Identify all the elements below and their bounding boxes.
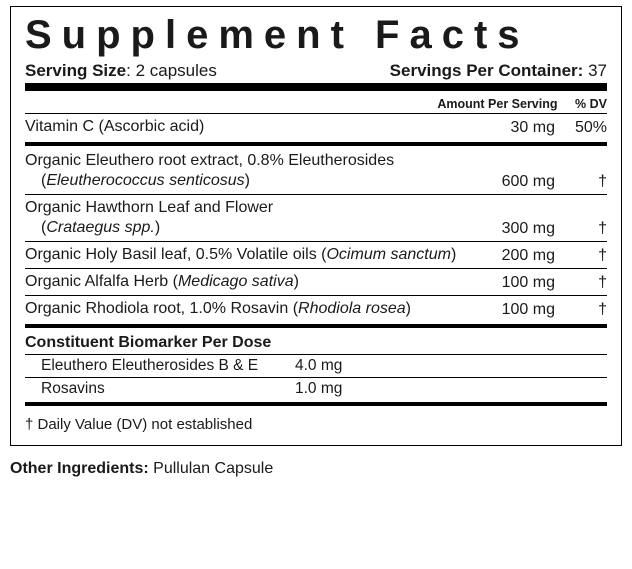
ingredient-dv: † <box>555 173 607 191</box>
serving-size-label: Serving Size <box>25 61 126 80</box>
herbs-list: Organic Eleuthero root extract, 0.8% Ele… <box>25 148 607 322</box>
col-dv: % DV <box>561 97 607 111</box>
serving-size: Serving Size: 2 capsules <box>25 61 217 81</box>
vitamin-row: Vitamin C (Ascorbic acid) 30 mg 50% <box>25 114 607 140</box>
biomarker-row: Eleuthero Eleutherosides B & E4.0 mg <box>25 355 607 377</box>
ingredient-name: Organic Holy Basil leaf, 0.5% Volatile o… <box>25 245 475 265</box>
ingredient-amount: 300 mg <box>475 220 555 238</box>
ingredient-amount: 100 mg <box>475 274 555 292</box>
ingredient-amount: 200 mg <box>475 247 555 265</box>
ingredient-name: Organic Rhodiola root, 1.0% Rosavin (Rho… <box>25 299 475 319</box>
herb-row: Organic Holy Basil leaf, 0.5% Volatile o… <box>25 242 607 268</box>
herb-row: Organic Rhodiola root, 1.0% Rosavin (Rho… <box>25 296 607 322</box>
ingredient-name: Organic Eleuthero root extract, 0.8% Ele… <box>25 151 475 191</box>
biomarker-heading: Constituent Biomarker Per Dose <box>25 330 607 354</box>
ingredient-dv: † <box>555 220 607 238</box>
other-ingredients-label: Other Ingredients: <box>10 460 149 477</box>
servings-per-container: Servings Per Container: 37 <box>390 61 607 81</box>
col-amount: Amount Per Serving <box>418 97 558 111</box>
supplement-facts-panel: Supplement Facts Serving Size: 2 capsule… <box>10 6 622 446</box>
ingredient-dv: 50% <box>555 119 607 137</box>
biomarker-name: Eleuthero Eleutherosides B & E <box>25 357 295 375</box>
rule-med <box>25 402 607 406</box>
herb-row: Organic Eleuthero root extract, 0.8% Ele… <box>25 148 607 194</box>
rule-thick <box>25 83 607 91</box>
servings-per-label: Servings Per Container: <box>390 61 584 80</box>
ingredient-amount: 30 mg <box>475 119 555 137</box>
ingredient-amount: 100 mg <box>475 301 555 319</box>
ingredient-dv: † <box>555 247 607 265</box>
biomarker-list: Eleuthero Eleutherosides B & E4.0 mgRosa… <box>25 355 607 400</box>
ingredient-name: Organic Alfalfa Herb (Medicago sativa) <box>25 272 475 292</box>
rule-med <box>25 142 607 146</box>
biomarker-value: 1.0 mg <box>295 380 365 398</box>
biomarker-row: Rosavins1.0 mg <box>25 378 607 400</box>
ingredient-dv: † <box>555 301 607 319</box>
herb-row: Organic Hawthorn Leaf and Flower(Crataeg… <box>25 195 607 241</box>
ingredient-amount: 600 mg <box>475 173 555 191</box>
servings-per-value: 37 <box>588 61 607 80</box>
rule-med <box>25 324 607 328</box>
biomarker-name: Rosavins <box>25 380 295 398</box>
other-ingredients: Other Ingredients: Pullulan Capsule <box>10 460 622 478</box>
panel-title: Supplement Facts <box>25 15 607 55</box>
ingredient-dv: † <box>555 274 607 292</box>
column-headers: Amount Per Serving % DV <box>25 93 607 113</box>
dv-footnote: † Daily Value (DV) not established <box>25 408 607 435</box>
other-ingredients-value: Pullulan Capsule <box>153 460 273 477</box>
serving-size-value: 2 capsules <box>136 61 217 80</box>
biomarker-value: 4.0 mg <box>295 357 365 375</box>
ingredient-name: Organic Hawthorn Leaf and Flower(Crataeg… <box>25 198 475 238</box>
ingredient-name: Vitamin C (Ascorbic acid) <box>25 117 475 137</box>
serving-row: Serving Size: 2 capsules Servings Per Co… <box>25 61 607 81</box>
herb-row: Organic Alfalfa Herb (Medicago sativa)10… <box>25 269 607 295</box>
